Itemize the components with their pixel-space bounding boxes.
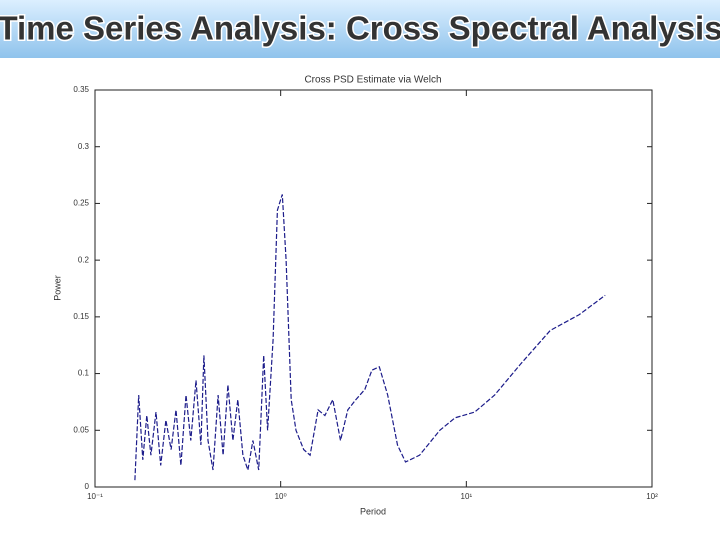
y-tick-label: 0.15: [73, 312, 89, 321]
y-tick-label: 0.05: [73, 425, 89, 434]
y-tick-label: 0.25: [73, 199, 89, 208]
slide-title: Time Series Analysis: Cross Spectral Ana…: [0, 10, 720, 47]
y-tick-label: 0: [85, 482, 90, 491]
chart-title: Cross PSD Estimate via Welch: [304, 75, 441, 86]
title-band: [0, 0, 720, 58]
plot-frame: [94, 89, 653, 488]
series-line: [134, 194, 606, 481]
y-tick-label: 0.2: [78, 255, 90, 264]
x-axis-label: Period: [360, 506, 386, 516]
y-axis-label: Power: [52, 275, 62, 301]
x-tick-label: 10⁰: [275, 492, 287, 501]
x-tick-label: 10⁻¹: [87, 492, 103, 501]
y-tick-label: 0.3: [78, 142, 90, 151]
y-tick-label: 0.1: [78, 369, 90, 378]
y-tick-label: 0.35: [73, 85, 89, 94]
x-tick-label: 10¹: [461, 492, 473, 501]
x-tick-label: 10²: [646, 492, 658, 501]
